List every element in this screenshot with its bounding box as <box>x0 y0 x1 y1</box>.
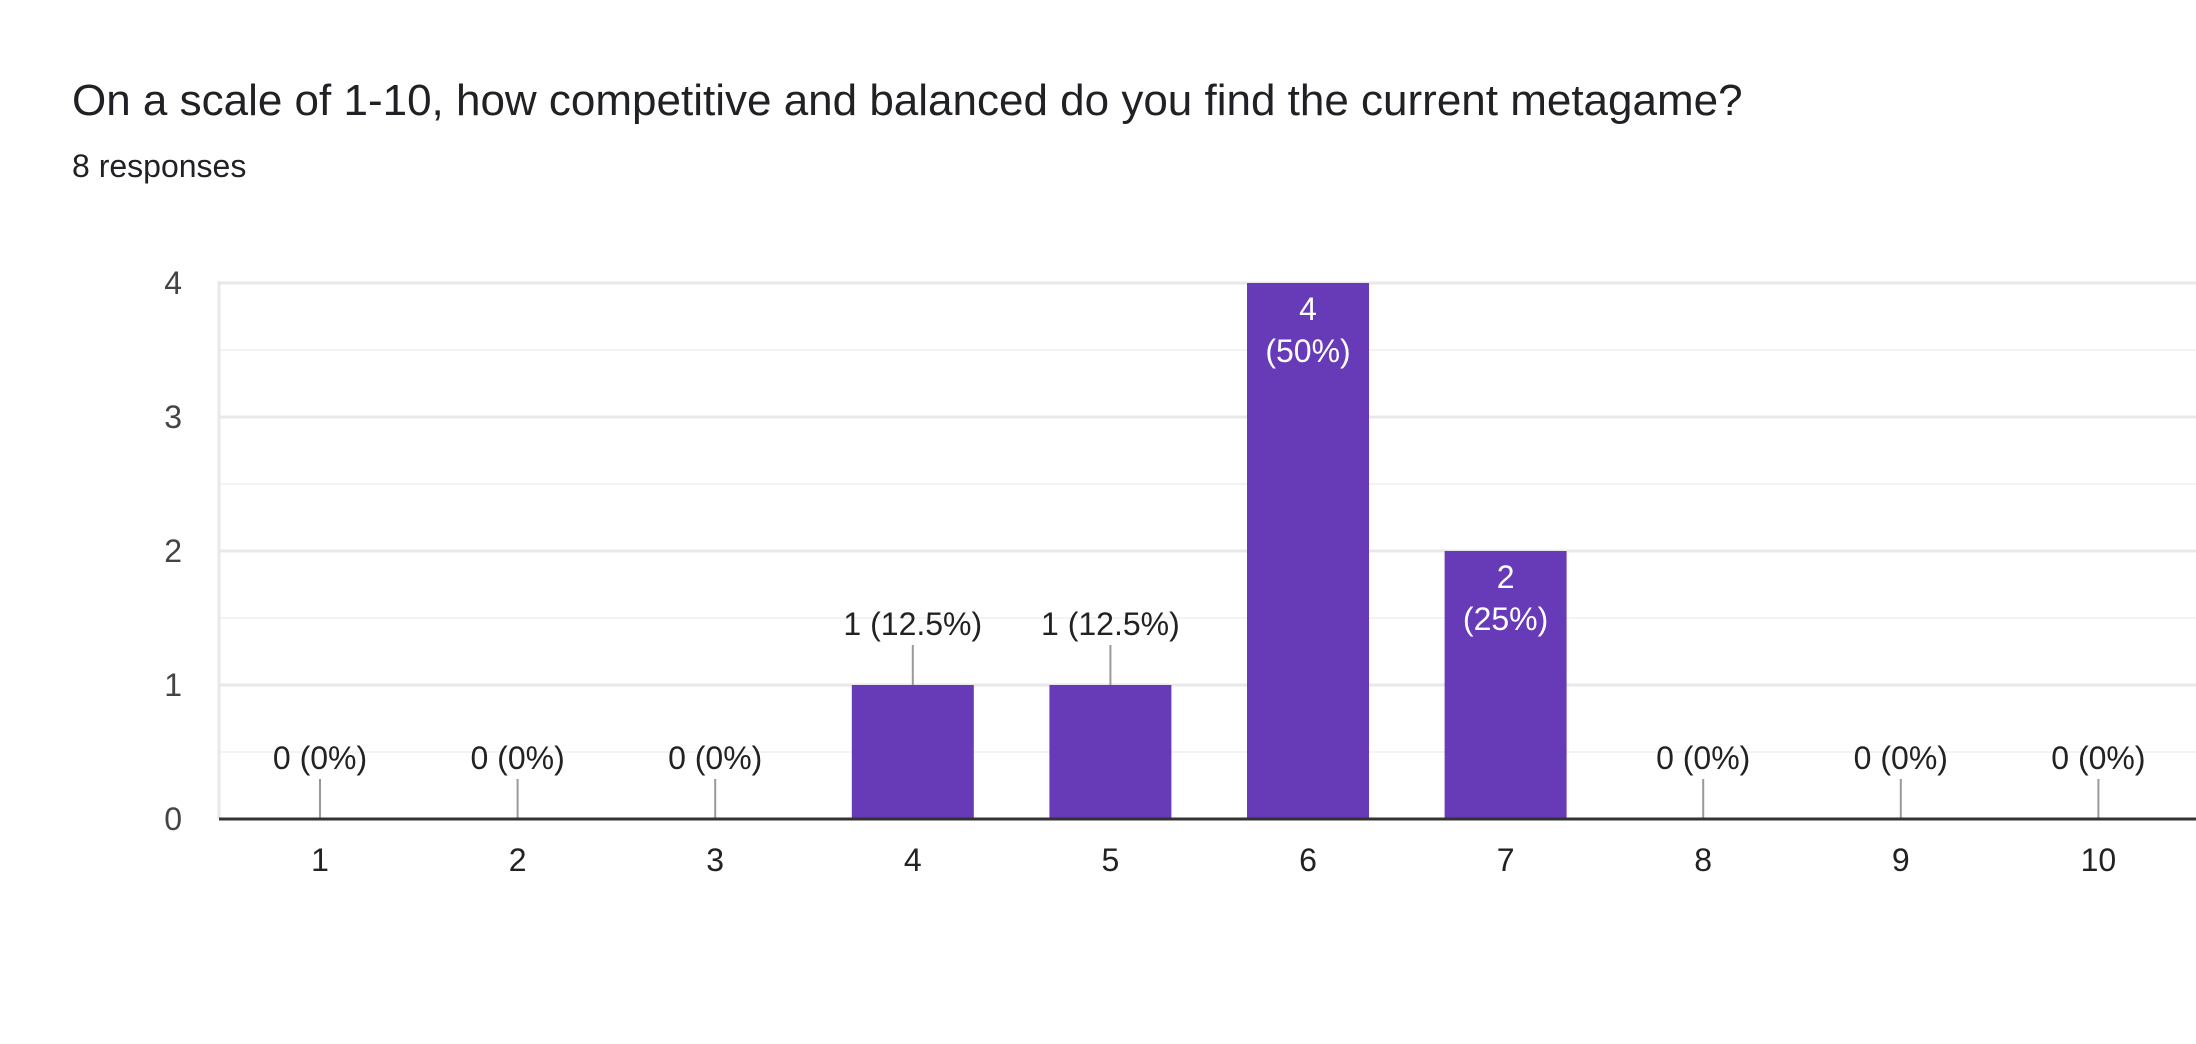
data-label: 4 <box>1299 291 1317 327</box>
chart-title: On a scale of 1-10, how competitive and … <box>72 76 1743 125</box>
x-tick-label: 4 <box>904 842 922 878</box>
x-tick-label: 5 <box>1102 842 1120 878</box>
response-count: 8 responses <box>72 148 247 184</box>
y-tick-label: 1 <box>164 667 182 703</box>
x-tick-label: 10 <box>2081 842 2117 878</box>
x-tick-label: 1 <box>311 842 329 878</box>
data-label: 0 (0%) <box>1656 740 1750 776</box>
y-tick-label: 0 <box>164 801 182 837</box>
data-label: 2 <box>1497 559 1515 595</box>
data-label: 0 (0%) <box>668 740 762 776</box>
data-label: 1 (12.5%) <box>843 606 982 642</box>
x-tick-label: 3 <box>706 842 724 878</box>
bar <box>1247 283 1369 819</box>
data-label: 0 (0%) <box>273 740 367 776</box>
y-tick-label: 3 <box>164 399 182 435</box>
bar <box>851 685 974 819</box>
data-label: 0 (0%) <box>1854 740 1948 776</box>
x-tick-label: 8 <box>1694 842 1712 878</box>
x-tick-label: 6 <box>1299 842 1317 878</box>
x-tick-label: 7 <box>1497 842 1515 878</box>
y-tick-label: 2 <box>164 533 182 569</box>
bar <box>1049 685 1172 819</box>
x-tick-label: 9 <box>1892 842 1910 878</box>
data-label: 0 (0%) <box>2051 740 2145 776</box>
data-label: (50%) <box>1265 333 1350 369</box>
x-tick-label: 2 <box>509 842 527 878</box>
data-label: 0 (0%) <box>470 740 564 776</box>
y-tick-label: 4 <box>164 265 182 301</box>
data-label: (25%) <box>1463 601 1548 637</box>
bar <box>1444 551 1567 819</box>
data-label: 1 (12.5%) <box>1041 606 1180 642</box>
